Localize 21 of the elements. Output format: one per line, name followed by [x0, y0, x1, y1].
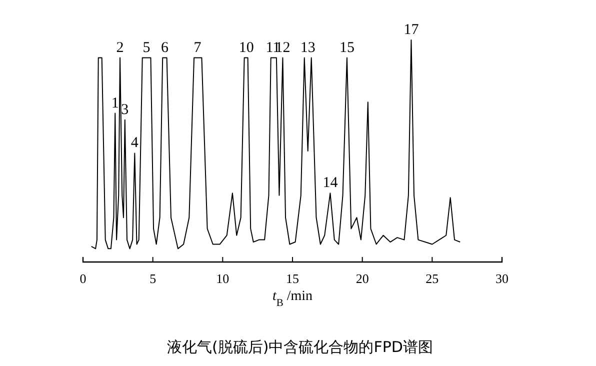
annotation: 13 [300, 40, 316, 56]
annotation: 10 [238, 40, 254, 56]
x-tick-label: 20 [356, 271, 369, 286]
x-axis-title: t$_{B}$ /min [272, 289, 313, 308]
annotation: 17 [404, 22, 420, 38]
annotation: 1 [111, 95, 119, 112]
annotation: 6 [160, 40, 169, 56]
x-tick-label: 30 [496, 271, 508, 286]
x-tick-label: 15 [286, 271, 299, 286]
x-tick-label: 0 [80, 271, 86, 286]
annotation: 7 [194, 40, 202, 56]
text: 液化气(脱硫后)中含硫化合物的FPD谱图 [167, 338, 433, 356]
x-tick-label: 10 [216, 271, 230, 286]
annotation: 2 [116, 40, 124, 56]
annotation: 4 [130, 135, 139, 152]
annotation: 5 [142, 40, 150, 56]
x-tick-label: 5 [150, 271, 156, 286]
annotation: 14 [322, 175, 338, 192]
annotation: 15 [339, 40, 354, 56]
annotation: 3 [121, 102, 129, 118]
x-tick-label: 25 [426, 271, 439, 286]
